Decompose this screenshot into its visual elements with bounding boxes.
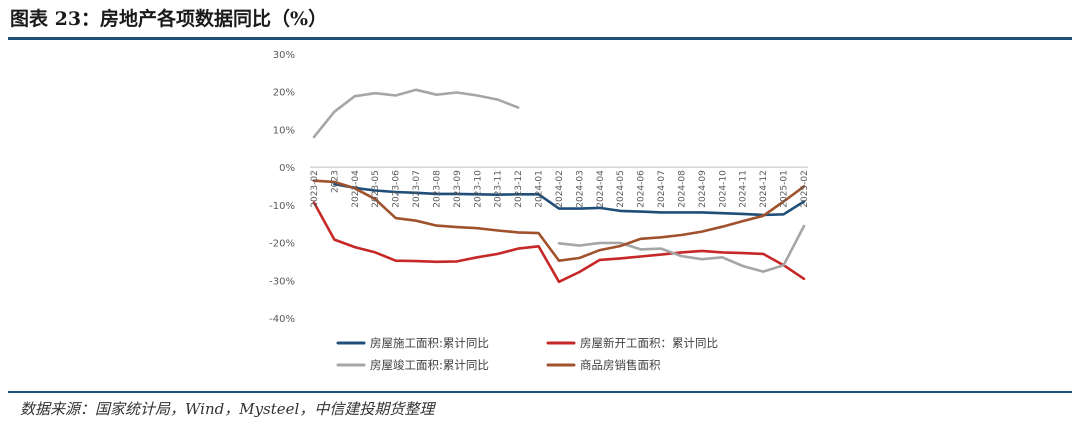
x-tick-label: 2024-03	[575, 170, 585, 208]
x-tick-label: 2023-09	[453, 170, 463, 208]
x-tick-label: 2024-01	[535, 170, 545, 208]
y-tick-label: 20%	[273, 88, 295, 99]
series-line-4	[312, 179, 806, 262]
x-tick-label: 2024-04	[596, 170, 606, 208]
x-tick-label: 2024-12	[759, 170, 769, 208]
figure-title: 图表 23：房地产各项数据同比（%）	[10, 8, 328, 30]
y-tick-label: -20%	[269, 239, 295, 250]
x-tick-label: 2024-11	[739, 170, 749, 208]
legend-label: 商品房销售面积	[580, 358, 661, 372]
x-tick-label: 2025-02	[800, 170, 810, 208]
y-tick-label: 10%	[273, 125, 295, 136]
x-tick-label: 2024-02	[555, 170, 565, 208]
legend-label: 房屋新开工面积：累计同比	[580, 336, 718, 350]
series-line-1	[333, 182, 806, 217]
legend-label: 房屋竣工面积:累计同比	[370, 358, 489, 372]
x-tick-label: 2023-10	[473, 170, 483, 208]
x-tick-label: 2025-01	[780, 170, 790, 208]
x-tick-label: 2023-11	[494, 170, 504, 208]
y-tick-label: -30%	[269, 276, 295, 287]
y-tick-label: 0%	[279, 163, 295, 174]
x-tick-label: 2024-08	[678, 170, 688, 208]
x-tick-label: 2023-05	[371, 170, 381, 208]
x-tick-label: 2024-07	[657, 170, 667, 208]
x-tick-label: 2023-04	[351, 170, 361, 208]
figure-source: 数据来源：国家统计局，Wind，Mysteel，中信建投期货整理	[20, 400, 435, 418]
source-rule	[8, 391, 1072, 393]
y-tick-label: -40%	[269, 314, 295, 325]
x-tick-label: 2024-10	[718, 170, 728, 208]
x-tick-label: 2023	[330, 170, 340, 193]
x-tick-label: 2023-06	[392, 170, 402, 208]
x-tick-label: 2023-07	[412, 170, 422, 208]
title-rule	[8, 37, 1072, 40]
x-tick-label: 2023-08	[433, 170, 443, 208]
x-tick-label: 2023-12	[514, 170, 524, 208]
x-tick-label: 2024-06	[637, 170, 647, 208]
x-tick-label: 2023-02	[310, 170, 320, 208]
legend-label: 房屋施工面积:累计同比	[370, 336, 489, 350]
y-tick-label: 30%	[273, 50, 295, 61]
y-tick-label: -10%	[269, 201, 295, 212]
x-tick-label: 2024-05	[616, 170, 626, 208]
series-line-3	[312, 88, 806, 273]
series-line-2	[312, 201, 806, 284]
x-tick-label: 2024-09	[698, 170, 708, 208]
